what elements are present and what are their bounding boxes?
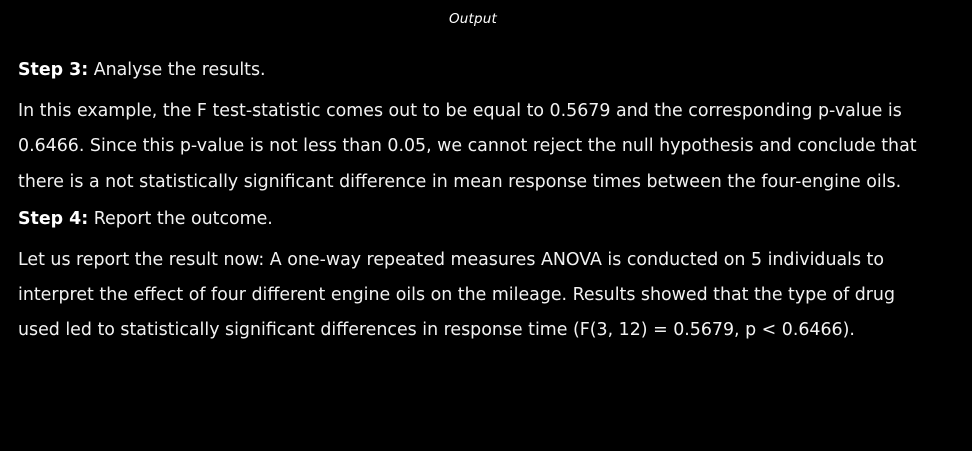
output-caption: Output bbox=[448, 11, 498, 27]
step-4-heading: Step 4: Report the outcome. bbox=[18, 206, 924, 233]
step-3-paragraph: In this example, the F test-statistic co… bbox=[18, 101, 917, 192]
step-4-title: Report the outcome. bbox=[88, 208, 273, 229]
step-3-label: Step 3: bbox=[18, 60, 89, 80]
step-3-title: Analyse the results. bbox=[88, 60, 266, 80]
step-3-heading: Step 3: Analyse the results. bbox=[18, 57, 924, 84]
step-4-label: Step 4: bbox=[18, 208, 89, 229]
step-4-paragraph: Let us report the result now: A one-way … bbox=[18, 249, 895, 341]
output-content: Step 3: Analyse the results. In this exa… bbox=[18, 57, 924, 349]
